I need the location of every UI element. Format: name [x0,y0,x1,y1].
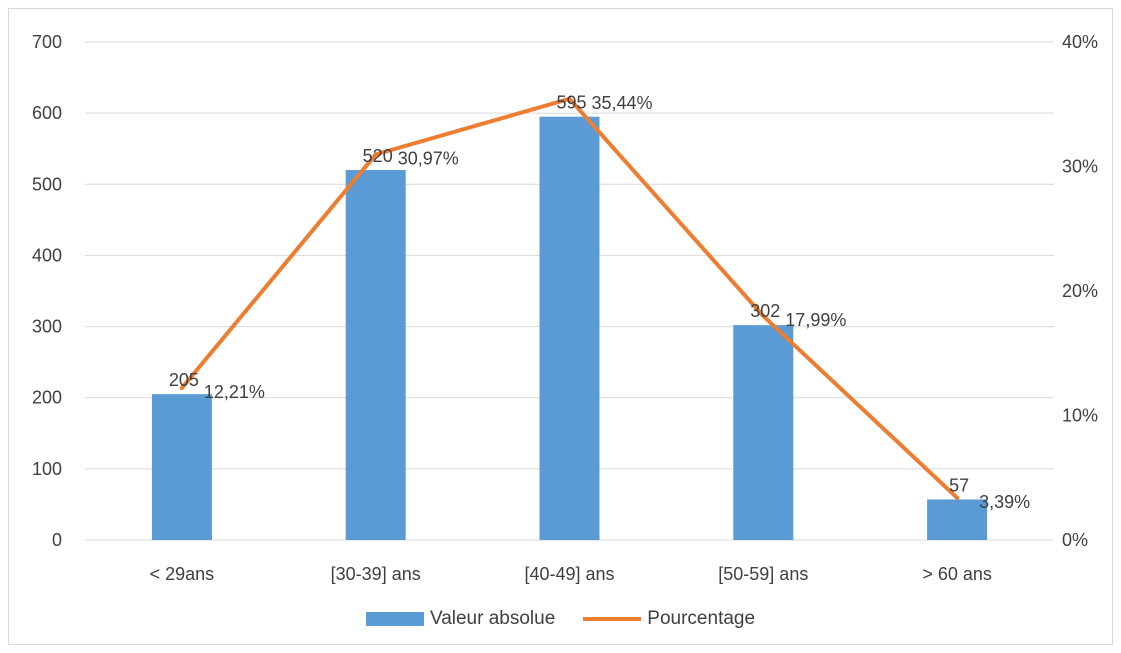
bar [151,394,212,540]
percent-label: 12,21% [204,382,265,402]
y-axis-left: 0 100 200 300 400 500 600 700 [32,32,62,550]
y-tick-label: 0 [52,530,62,550]
bar-value-label: 595 [556,93,586,113]
percent-label: 3,39% [979,492,1030,512]
y-tick-label: 700 [32,32,62,52]
y2-tick-label: 10% [1062,406,1098,426]
bar [539,116,600,540]
percent-label: 35,44% [592,93,653,113]
y-tick-label: 200 [32,388,62,408]
x-tick-label: [30-39] ans [331,564,421,584]
y-tick-label: 100 [32,459,62,479]
line-point [955,495,960,500]
line-point [567,96,572,101]
legend-item-line[interactable]: Pourcentage [583,608,755,630]
legend-label-line: Pourcentage [647,608,756,629]
legend-swatch-line [583,617,642,621]
y-tick-label: 600 [32,103,62,123]
x-tick-label: > 60 ans [922,564,992,584]
bar-value-label: 302 [750,301,780,321]
bar-value-label: 520 [363,146,393,166]
bar-series [151,116,988,541]
y-tick-label: 500 [32,174,62,194]
line-point [761,314,766,319]
x-axis: < 29ans [30-39] ans [40-49] ans [50-59] ans… [150,564,992,584]
legend-item-bar[interactable]: Valeur absolue [365,608,556,630]
line-point [373,152,378,157]
legend: Valeur absolue Pourcentage [0,608,1121,630]
y2-tick-label: 40% [1062,32,1098,52]
y-tick-label: 400 [32,245,62,265]
line-series [179,96,960,500]
x-tick-label: [40-49] ans [524,564,614,584]
percent-label: 30,97% [398,148,459,168]
y2-tick-label: 20% [1062,281,1098,301]
data-labels: 205 520 595 302 57 12,21% 30,97% 35,44% 17,99% 3,… [169,93,1030,512]
y-tick-label: 300 [32,317,62,337]
x-tick-label: [50-59] ans [718,564,808,584]
bar [345,170,406,541]
y2-tick-label: 0% [1062,530,1088,550]
y-axis-right: 0% 10% 20% 30% 40% [1062,32,1098,550]
bar [733,325,794,540]
legend-swatch-bar [365,612,424,626]
y2-tick-label: 30% [1062,157,1098,177]
legend-label-bar: Valeur absolue [429,608,556,629]
bar-value-label: 57 [949,475,969,495]
bar [927,499,988,540]
bar-value-label: 205 [169,370,199,390]
line-point [179,385,184,390]
x-tick-label: < 29ans [150,564,215,584]
percent-label: 17,99% [785,310,846,330]
